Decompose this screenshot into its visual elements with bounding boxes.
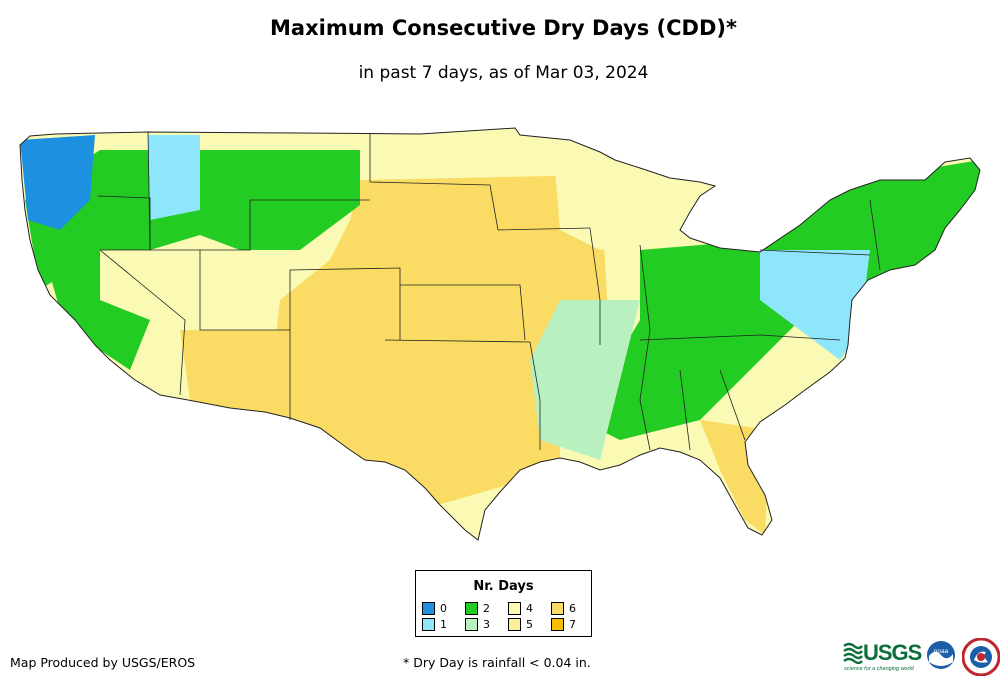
legend-swatch bbox=[422, 618, 435, 631]
legend-swatch bbox=[508, 618, 521, 631]
legend-label: 3 bbox=[483, 618, 490, 631]
legend-label: 6 bbox=[569, 602, 576, 615]
legend-swatch bbox=[551, 602, 564, 615]
legend-label: 4 bbox=[526, 602, 533, 615]
map-subtitle: in past 7 days, as of Mar 03, 2024 bbox=[358, 63, 649, 83]
usgs-wordmark: USGS bbox=[863, 640, 922, 665]
region-1-days-mid-atlantic bbox=[760, 250, 870, 360]
legend-swatch bbox=[551, 618, 564, 631]
region-4-days-wisconsin bbox=[555, 165, 650, 250]
legend-item: 6 bbox=[551, 602, 576, 615]
legend-item: 7 bbox=[551, 618, 576, 631]
producer-credit: Map Produced by USGS/EROS bbox=[10, 655, 196, 670]
precip-fill-layer bbox=[20, 128, 980, 540]
region-2-days-california bbox=[40, 240, 150, 370]
legend-label: 0 bbox=[440, 602, 447, 615]
legend: Nr. Days 0 1 2 3 4 5 6 7 bbox=[415, 570, 592, 637]
noaa-logo: noaa bbox=[927, 641, 955, 669]
usgs-wave-icon bbox=[843, 642, 863, 664]
nws-logo bbox=[962, 638, 1000, 676]
usgs-logo: USGS bbox=[843, 640, 922, 665]
state-borders bbox=[97, 131, 881, 451]
legend-item: 3 bbox=[465, 618, 490, 631]
legend-item: 1 bbox=[422, 618, 447, 631]
region-1-days-idaho bbox=[148, 135, 200, 220]
legend-swatch bbox=[465, 602, 478, 615]
region-6-days-arizona bbox=[180, 330, 300, 420]
region-6-days-florida bbox=[700, 420, 770, 535]
legend-item: 2 bbox=[465, 602, 490, 615]
region-0-days-washington bbox=[20, 135, 95, 230]
region-6-days-central bbox=[270, 175, 610, 510]
usgs-tagline: science for a changing world bbox=[844, 666, 914, 672]
legend-swatch bbox=[422, 602, 435, 615]
legend-item: 5 bbox=[508, 618, 533, 631]
map-title: Maximum Consecutive Dry Days (CDD)* bbox=[270, 16, 737, 40]
legend-item: 0 bbox=[422, 602, 447, 615]
legend-label: 5 bbox=[526, 618, 533, 631]
legend-label: 2 bbox=[483, 602, 490, 615]
legend-title: Nr. Days bbox=[473, 579, 534, 594]
noaa-wordmark: noaa bbox=[934, 648, 949, 655]
dry-day-note: * Dry Day is rainfall < 0.04 in. bbox=[403, 655, 591, 670]
legend-swatch bbox=[508, 602, 521, 615]
region-2-days-northwest bbox=[25, 150, 360, 290]
legend-swatch bbox=[465, 618, 478, 631]
legend-item: 4 bbox=[508, 602, 533, 615]
region-3-days-arkansas bbox=[530, 300, 640, 460]
legend-label: 1 bbox=[440, 618, 447, 631]
legend-label: 7 bbox=[569, 618, 576, 631]
